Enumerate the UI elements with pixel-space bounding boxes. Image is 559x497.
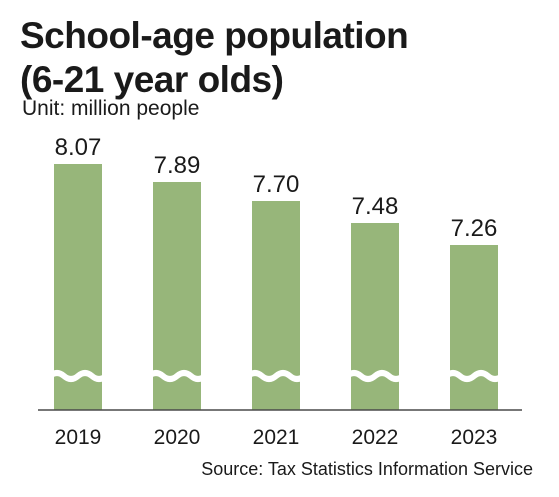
axis-break-2022	[345, 370, 405, 382]
title-line-1: School-age population	[20, 15, 409, 56]
bar-2019	[54, 164, 102, 410]
category-label-2023: 2023	[451, 426, 498, 449]
labels-layer: 8.07 2019 7.89 2020 7.70 2021 7.48 2022 7.26 2023	[55, 134, 498, 449]
axis-break-2020	[147, 370, 207, 382]
bar-2022	[351, 223, 399, 410]
value-label-2021: 7.70	[253, 171, 300, 198]
value-label-2022: 7.48	[352, 193, 399, 220]
bar-2023	[450, 245, 498, 410]
source-note: Source: Tax Statistics Information Servi…	[201, 459, 533, 479]
unit-label: Unit: million people	[22, 97, 200, 120]
value-label-2019: 8.07	[55, 134, 102, 161]
chart-title: School-age population (6-21 year olds)	[20, 14, 409, 102]
title-line-2: (6-21 year olds)	[20, 59, 284, 100]
value-label-2020: 7.89	[154, 152, 201, 179]
category-label-2021: 2021	[253, 426, 300, 449]
category-label-2020: 2020	[154, 426, 201, 449]
category-label-2019: 2019	[55, 426, 102, 449]
axis-break-2021	[246, 370, 306, 382]
axis-break-2019	[48, 370, 108, 382]
axis-break-2023	[444, 370, 504, 382]
axis-breaks-layer	[48, 370, 504, 382]
value-label-2023: 7.26	[451, 215, 498, 242]
category-label-2022: 2022	[352, 426, 399, 449]
